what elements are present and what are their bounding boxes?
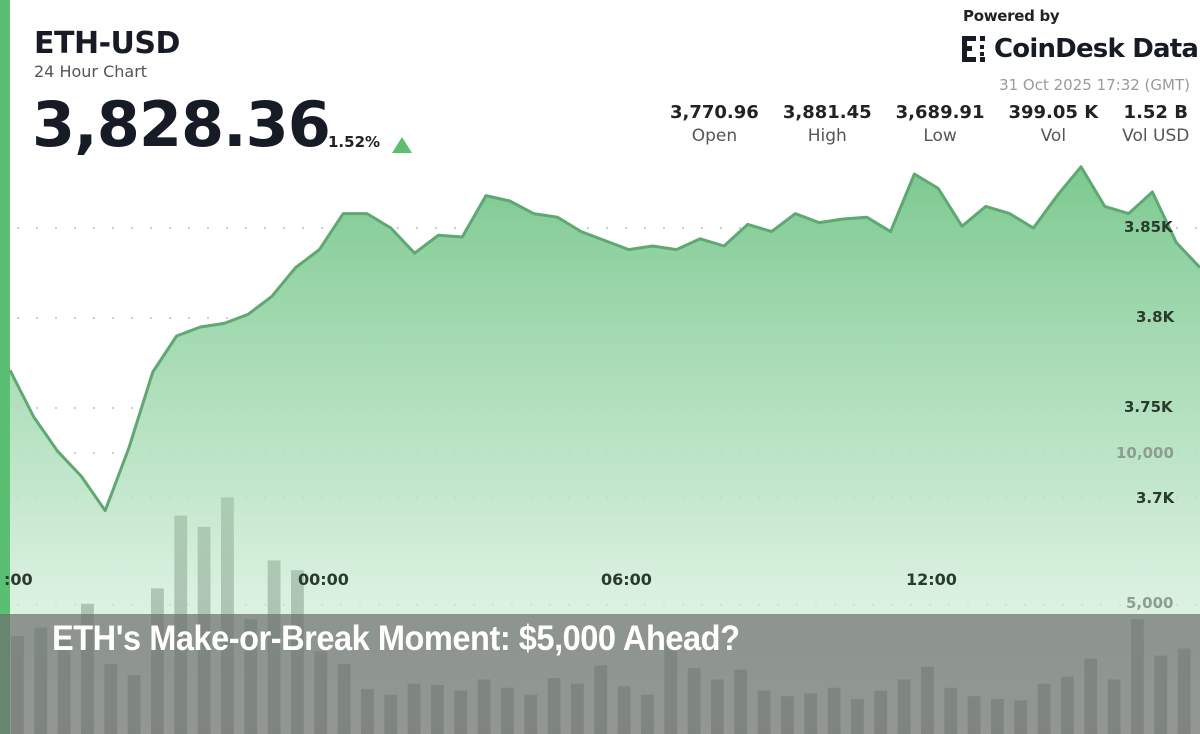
stat-label: Low (923, 126, 957, 146)
brand-name: CoinDesk Data (994, 34, 1199, 64)
timestamp: 31 Oct 2025 17:32 (GMT) (999, 76, 1190, 94)
powered-by-label: Powered by (963, 7, 1060, 25)
stat-value: 3,770.96 (670, 102, 759, 123)
y-tick-label: 3.75K (1124, 398, 1173, 416)
y-tick-label: 3.8K (1136, 308, 1175, 326)
stat-high: 3,881.45 High (783, 102, 872, 146)
x-tick-label: 00:00 (298, 570, 349, 589)
stat-value: 3,689.91 (895, 102, 985, 123)
price-area (10, 166, 1200, 734)
chart-subtitle: 24 Hour Chart (34, 62, 148, 81)
stat-label: Vol (1040, 126, 1067, 146)
volume-tick-label: 5,000 (1126, 594, 1174, 612)
stat-value: 3,881.45 (782, 102, 872, 123)
stat-label: High (807, 126, 847, 146)
accent-bar (0, 0, 10, 734)
volume-tick-label: 10,000 (1116, 444, 1174, 462)
stat-volume: 399.05 K Vol (1008, 102, 1098, 146)
triangle-up-icon (392, 137, 412, 153)
stat-volume-usd: 1.52 B Vol USD (1122, 102, 1189, 146)
y-tick-label: 3.7K (1136, 489, 1175, 507)
stat-label: Open (691, 126, 738, 146)
x-tick-label: 06:00 (601, 570, 652, 589)
stat-value: 1.52 B (1123, 102, 1188, 123)
stat-label: Vol USD (1122, 126, 1190, 146)
y-tick-label: 3.85K (1124, 218, 1173, 236)
stat-low: 3,689.91 Low (896, 102, 985, 146)
coindesk-logo-icon (962, 36, 986, 62)
x-tick-label: :00 (4, 570, 33, 589)
headline-banner (0, 614, 1200, 734)
brand-logo: CoinDesk Data (962, 34, 1199, 64)
stats-row: 3,770.96 Open 3,881.45 High 3,689.91 Low… (670, 102, 1189, 146)
stat-open: 3,770.96 Open (670, 102, 759, 146)
current-price: 3,828.36 (32, 88, 331, 161)
article-headline[interactable]: ETH's Make-or-Break Moment: $5,000 Ahead… (52, 619, 740, 658)
x-tick-label: 12:00 (906, 570, 957, 589)
price-line (8, 165, 1200, 513)
stat-value: 399.05 K (1008, 102, 1099, 123)
price-change-percent: 1.52% (328, 133, 381, 151)
symbol-title: ETH-USD (34, 26, 180, 61)
